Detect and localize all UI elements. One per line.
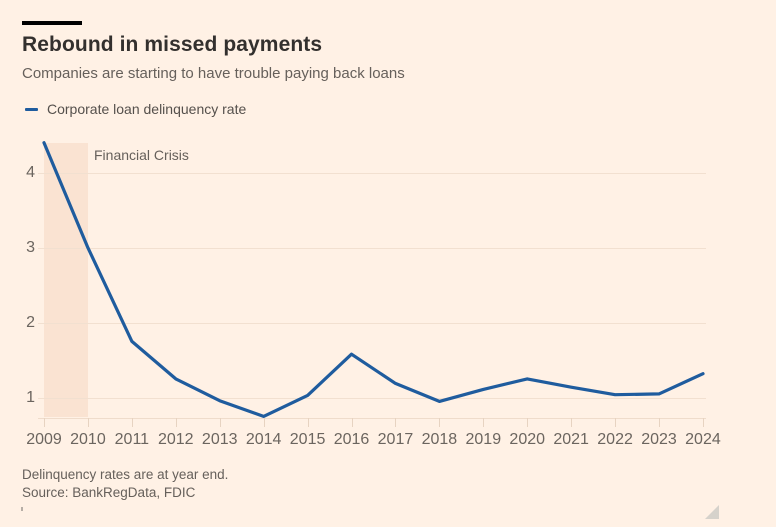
text-caret-mark [21, 507, 23, 511]
legend: Corporate loan delinquency rate [25, 100, 246, 118]
x-tick-2018 [439, 418, 441, 427]
x-tick-2011 [131, 418, 133, 427]
y-gridline-4 [38, 172, 706, 174]
y-gridline-3 [38, 247, 706, 249]
x-axis-label: 2024 [685, 431, 721, 448]
x-axis-label: 2010 [70, 431, 106, 448]
x-tick-2017 [395, 418, 397, 427]
x-tick-2016 [351, 418, 353, 427]
x-axis-label: 2018 [421, 431, 458, 448]
x-tick-2009 [44, 418, 45, 427]
y-gridline-1 [38, 397, 706, 399]
x-axis-label: 2022 [597, 431, 633, 448]
x-axis-baseline [38, 418, 706, 419]
x-tick-2021 [571, 418, 573, 427]
x-axis-label: 2017 [377, 431, 414, 448]
x-axis-label: 2012 [157, 431, 194, 448]
x-tick-2014 [263, 418, 265, 427]
x-tick-2019 [483, 418, 485, 427]
footnote-text: Delinquency rates are at year end. [22, 467, 229, 482]
x-axis-label: 2021 [553, 431, 589, 448]
legend-line-swatch [25, 107, 38, 111]
x-axis-label: 2014 [245, 431, 282, 448]
x-axis-label: 2020 [509, 431, 546, 448]
x-axis-label: 2019 [465, 431, 502, 448]
x-tick-2023 [659, 418, 661, 427]
footnote-block: Delinquency rates are at year end. Sourc… [22, 466, 228, 501]
y-axis-label: 3 [26, 238, 35, 256]
chart-title: Rebound in missed payments [22, 33, 323, 56]
x-axis-label: 2023 [641, 431, 677, 448]
y-axis-label: 4 [26, 163, 35, 181]
source-text: Source: BankRegData, FDIC [22, 484, 196, 500]
x-tick-2013 [219, 418, 221, 427]
x-tick-2015 [307, 418, 309, 427]
y-axis-label: 1 [26, 388, 35, 406]
y-gridline-2 [38, 322, 706, 324]
chart-subtitle: Companies are starting to have trouble p… [22, 65, 405, 82]
x-axis-label: 2016 [333, 431, 370, 448]
recession-band-label: Financial Crisis [94, 147, 189, 163]
x-axis-label: 2013 [201, 431, 238, 448]
x-axis-label: 2011 [114, 431, 150, 448]
x-axis-label: 2009 [26, 431, 62, 448]
x-tick-2022 [615, 418, 617, 427]
legend-label: Corporate loan delinquency rate [47, 101, 247, 117]
y-axis-label: 2 [26, 313, 35, 331]
top-rule [22, 21, 82, 25]
x-tick-2024 [702, 418, 704, 427]
resize-handle-icon[interactable] [705, 505, 719, 519]
x-tick-2012 [175, 418, 177, 427]
recession-band [44, 143, 88, 417]
x-tick-2010 [87, 418, 89, 427]
x-axis-label: 2015 [289, 431, 326, 448]
x-tick-2020 [527, 418, 529, 427]
